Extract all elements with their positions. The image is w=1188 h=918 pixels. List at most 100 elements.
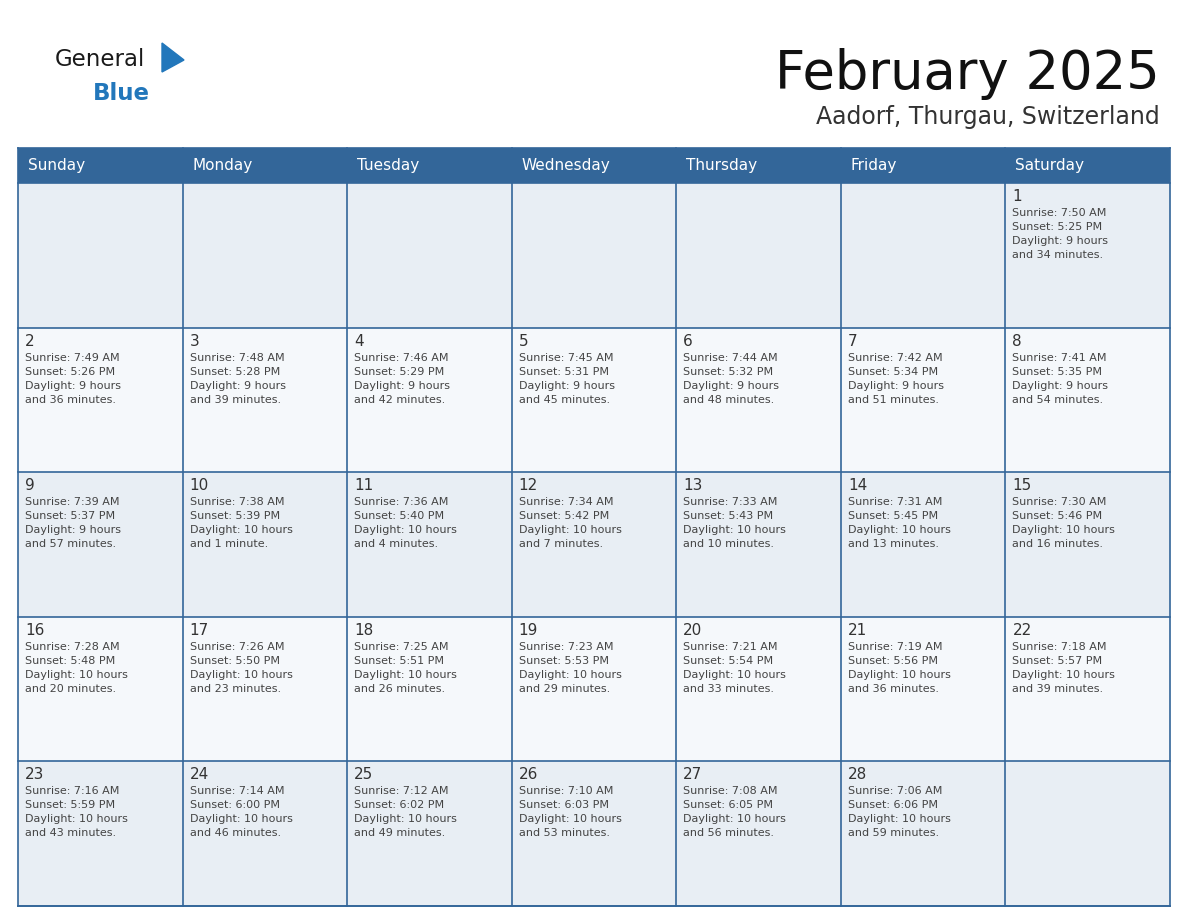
Text: Sunrise: 7:06 AM
Sunset: 6:06 PM
Daylight: 10 hours
and 59 minutes.: Sunrise: 7:06 AM Sunset: 6:06 PM Dayligh… (848, 787, 950, 838)
Text: Friday: Friday (851, 158, 897, 173)
Text: Wednesday: Wednesday (522, 158, 611, 173)
Text: 14: 14 (848, 478, 867, 493)
Text: General: General (55, 49, 145, 72)
Text: 13: 13 (683, 478, 702, 493)
Bar (347, 183, 512, 328)
Bar (841, 472, 1005, 617)
Text: 7: 7 (848, 333, 858, 349)
Text: Sunrise: 7:41 AM
Sunset: 5:35 PM
Daylight: 9 hours
and 54 minutes.: Sunrise: 7:41 AM Sunset: 5:35 PM Dayligh… (1012, 353, 1108, 405)
Text: 9: 9 (25, 478, 34, 493)
Bar (512, 617, 676, 761)
Text: 6: 6 (683, 333, 693, 349)
Bar (1005, 328, 1170, 472)
Bar (347, 148, 512, 183)
Text: 3: 3 (190, 333, 200, 349)
Text: 15: 15 (1012, 478, 1031, 493)
Text: Thursday: Thursday (687, 158, 758, 173)
Bar (512, 148, 676, 183)
Bar (1005, 183, 1170, 328)
Text: Sunrise: 7:30 AM
Sunset: 5:46 PM
Daylight: 10 hours
and 16 minutes.: Sunrise: 7:30 AM Sunset: 5:46 PM Dayligh… (1012, 498, 1116, 549)
Bar (512, 472, 676, 617)
Text: Sunrise: 7:36 AM
Sunset: 5:40 PM
Daylight: 10 hours
and 4 minutes.: Sunrise: 7:36 AM Sunset: 5:40 PM Dayligh… (354, 498, 457, 549)
Text: Sunrise: 7:23 AM
Sunset: 5:53 PM
Daylight: 10 hours
and 29 minutes.: Sunrise: 7:23 AM Sunset: 5:53 PM Dayligh… (519, 642, 621, 694)
Text: Sunday: Sunday (29, 158, 86, 173)
Text: 18: 18 (354, 622, 373, 638)
Bar (676, 328, 841, 472)
Text: Sunrise: 7:21 AM
Sunset: 5:54 PM
Daylight: 10 hours
and 33 minutes.: Sunrise: 7:21 AM Sunset: 5:54 PM Dayligh… (683, 642, 786, 694)
Text: Saturday: Saturday (1016, 158, 1085, 173)
Text: 10: 10 (190, 478, 209, 493)
Bar (18, 617, 183, 761)
Bar (841, 617, 1005, 761)
Bar (841, 183, 1005, 328)
Text: Sunrise: 7:14 AM
Sunset: 6:00 PM
Daylight: 10 hours
and 46 minutes.: Sunrise: 7:14 AM Sunset: 6:00 PM Dayligh… (190, 787, 292, 838)
Text: 12: 12 (519, 478, 538, 493)
Bar (18, 472, 183, 617)
Text: Sunrise: 7:38 AM
Sunset: 5:39 PM
Daylight: 10 hours
and 1 minute.: Sunrise: 7:38 AM Sunset: 5:39 PM Dayligh… (190, 498, 292, 549)
Text: 22: 22 (1012, 622, 1031, 638)
Text: 17: 17 (190, 622, 209, 638)
Text: Aadorf, Thurgau, Switzerland: Aadorf, Thurgau, Switzerland (816, 105, 1159, 129)
Bar (676, 472, 841, 617)
Bar (183, 617, 347, 761)
Text: Sunrise: 7:12 AM
Sunset: 6:02 PM
Daylight: 10 hours
and 49 minutes.: Sunrise: 7:12 AM Sunset: 6:02 PM Dayligh… (354, 787, 457, 838)
Bar (347, 328, 512, 472)
Bar (676, 761, 841, 906)
Text: Tuesday: Tuesday (358, 158, 419, 173)
Text: 11: 11 (354, 478, 373, 493)
Bar (1005, 472, 1170, 617)
Bar (18, 148, 183, 183)
Text: Sunrise: 7:44 AM
Sunset: 5:32 PM
Daylight: 9 hours
and 48 minutes.: Sunrise: 7:44 AM Sunset: 5:32 PM Dayligh… (683, 353, 779, 405)
Text: Sunrise: 7:08 AM
Sunset: 6:05 PM
Daylight: 10 hours
and 56 minutes.: Sunrise: 7:08 AM Sunset: 6:05 PM Dayligh… (683, 787, 786, 838)
Text: 24: 24 (190, 767, 209, 782)
Bar (1005, 148, 1170, 183)
Text: Sunrise: 7:46 AM
Sunset: 5:29 PM
Daylight: 9 hours
and 42 minutes.: Sunrise: 7:46 AM Sunset: 5:29 PM Dayligh… (354, 353, 450, 405)
Text: 1: 1 (1012, 189, 1022, 204)
Text: 4: 4 (354, 333, 364, 349)
Bar (512, 761, 676, 906)
Bar (512, 183, 676, 328)
Text: Sunrise: 7:25 AM
Sunset: 5:51 PM
Daylight: 10 hours
and 26 minutes.: Sunrise: 7:25 AM Sunset: 5:51 PM Dayligh… (354, 642, 457, 694)
Bar (841, 148, 1005, 183)
Text: Monday: Monday (192, 158, 253, 173)
Text: February 2025: February 2025 (776, 48, 1159, 100)
Bar (183, 761, 347, 906)
Text: Sunrise: 7:42 AM
Sunset: 5:34 PM
Daylight: 9 hours
and 51 minutes.: Sunrise: 7:42 AM Sunset: 5:34 PM Dayligh… (848, 353, 943, 405)
Bar (183, 183, 347, 328)
Text: 26: 26 (519, 767, 538, 782)
Text: Sunrise: 7:49 AM
Sunset: 5:26 PM
Daylight: 9 hours
and 36 minutes.: Sunrise: 7:49 AM Sunset: 5:26 PM Dayligh… (25, 353, 121, 405)
Bar (1005, 761, 1170, 906)
Text: 5: 5 (519, 333, 529, 349)
Text: 2: 2 (25, 333, 34, 349)
Text: Sunrise: 7:45 AM
Sunset: 5:31 PM
Daylight: 9 hours
and 45 minutes.: Sunrise: 7:45 AM Sunset: 5:31 PM Dayligh… (519, 353, 614, 405)
Text: Sunrise: 7:26 AM
Sunset: 5:50 PM
Daylight: 10 hours
and 23 minutes.: Sunrise: 7:26 AM Sunset: 5:50 PM Dayligh… (190, 642, 292, 694)
Text: 21: 21 (848, 622, 867, 638)
Bar (183, 328, 347, 472)
Text: 23: 23 (25, 767, 44, 782)
Text: 27: 27 (683, 767, 702, 782)
Bar (347, 761, 512, 906)
Text: Sunrise: 7:33 AM
Sunset: 5:43 PM
Daylight: 10 hours
and 10 minutes.: Sunrise: 7:33 AM Sunset: 5:43 PM Dayligh… (683, 498, 786, 549)
Text: 25: 25 (354, 767, 373, 782)
Bar (183, 148, 347, 183)
Text: 8: 8 (1012, 333, 1022, 349)
Text: 16: 16 (25, 622, 44, 638)
Text: Sunrise: 7:48 AM
Sunset: 5:28 PM
Daylight: 9 hours
and 39 minutes.: Sunrise: 7:48 AM Sunset: 5:28 PM Dayligh… (190, 353, 285, 405)
Text: Sunrise: 7:50 AM
Sunset: 5:25 PM
Daylight: 9 hours
and 34 minutes.: Sunrise: 7:50 AM Sunset: 5:25 PM Dayligh… (1012, 208, 1108, 260)
Text: 28: 28 (848, 767, 867, 782)
Text: Sunrise: 7:34 AM
Sunset: 5:42 PM
Daylight: 10 hours
and 7 minutes.: Sunrise: 7:34 AM Sunset: 5:42 PM Dayligh… (519, 498, 621, 549)
Bar (18, 183, 183, 328)
Text: Blue: Blue (93, 83, 150, 106)
Text: 20: 20 (683, 622, 702, 638)
Bar (676, 617, 841, 761)
Polygon shape (162, 43, 184, 72)
Bar (841, 328, 1005, 472)
Bar (841, 761, 1005, 906)
Text: Sunrise: 7:28 AM
Sunset: 5:48 PM
Daylight: 10 hours
and 20 minutes.: Sunrise: 7:28 AM Sunset: 5:48 PM Dayligh… (25, 642, 128, 694)
Bar (676, 148, 841, 183)
Bar (347, 472, 512, 617)
Bar (18, 761, 183, 906)
Text: Sunrise: 7:16 AM
Sunset: 5:59 PM
Daylight: 10 hours
and 43 minutes.: Sunrise: 7:16 AM Sunset: 5:59 PM Dayligh… (25, 787, 128, 838)
Bar (676, 183, 841, 328)
Bar (512, 328, 676, 472)
